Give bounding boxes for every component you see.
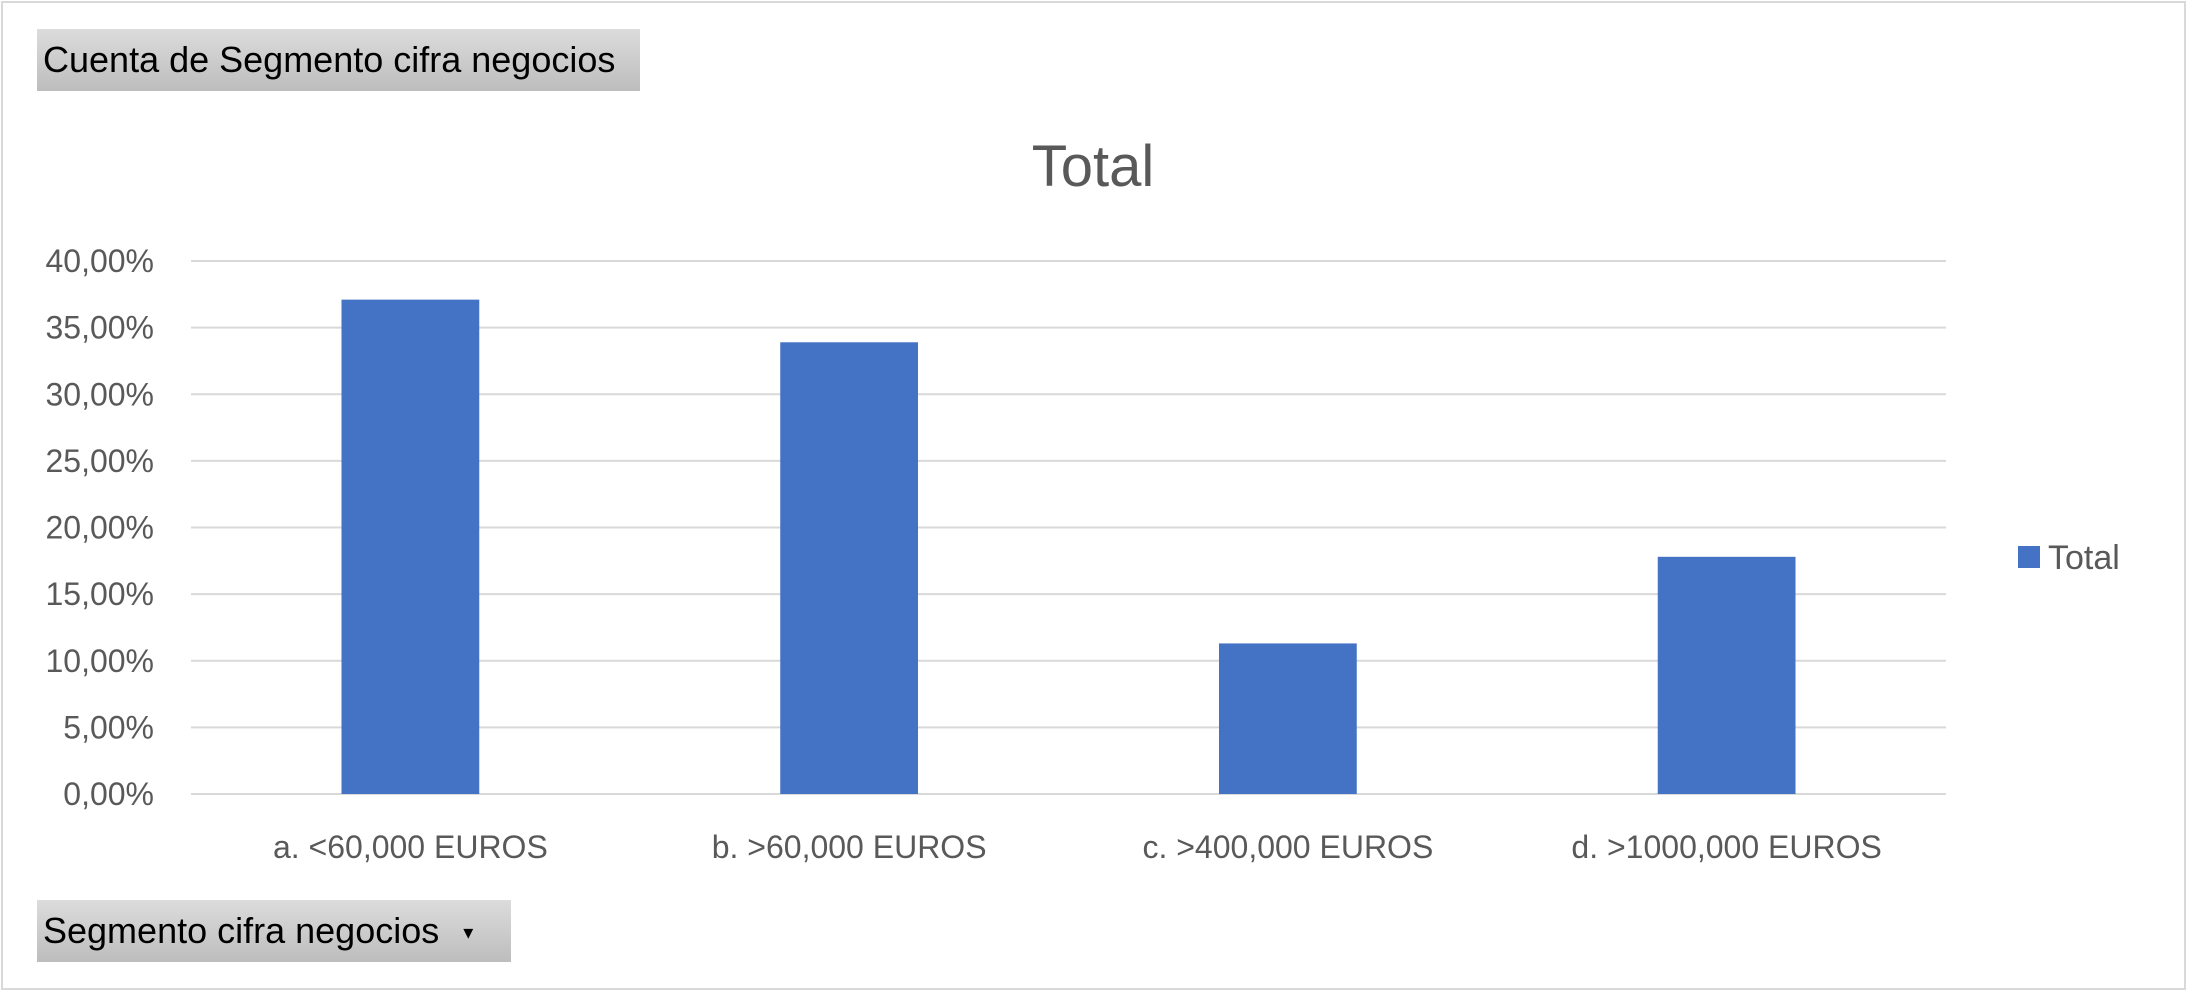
bar[interactable] (1218, 643, 1357, 794)
axis-field-label: Segmento cifra negocios (43, 910, 440, 951)
bar[interactable] (1657, 556, 1796, 794)
legend: Total (2018, 539, 2120, 577)
bars (341, 299, 1796, 794)
x-category-label: d. >1000,000 EUROS (1571, 829, 1881, 865)
x-axis-category-labels: a. <60,000 EUROS b. >60,000 EUROS c. >400,… (273, 829, 1882, 865)
x-category-label: b. >60,000 EUROS (712, 829, 987, 865)
bar[interactable] (780, 342, 919, 794)
x-category-label: a. <60,000 EUROS (273, 829, 548, 865)
y-tick-label: 20,00% (45, 510, 154, 546)
y-tick-label: 5,00% (63, 709, 154, 745)
y-tick-label: 10,00% (45, 643, 154, 679)
y-tick-label: 35,00% (45, 310, 154, 346)
grid-lines (191, 260, 1946, 795)
legend-swatch (2018, 546, 2040, 568)
y-tick-label: 40,00% (45, 243, 154, 279)
y-tick-label: 0,00% (63, 776, 154, 812)
y-axis-tick-labels: 0,00% 5,00% 10,00% 15,00% 20,00% 25,00% 30,00%… (45, 243, 154, 812)
chart-title: Total (1032, 134, 1155, 199)
legend-label: Total (2048, 539, 2120, 577)
y-tick-label: 30,00% (45, 376, 154, 412)
axis-field-button[interactable]: Segmento cifra negocios ▾ (37, 900, 511, 962)
x-category-label: c. >400,000 EUROS (1142, 829, 1433, 865)
bar[interactable] (341, 299, 480, 794)
y-tick-label: 25,00% (45, 443, 154, 479)
dropdown-arrow-icon[interactable]: ▾ (463, 922, 474, 945)
y-tick-label: 15,00% (45, 576, 154, 612)
values-field-button[interactable]: Cuenta de Segmento cifra negocios (37, 29, 640, 91)
